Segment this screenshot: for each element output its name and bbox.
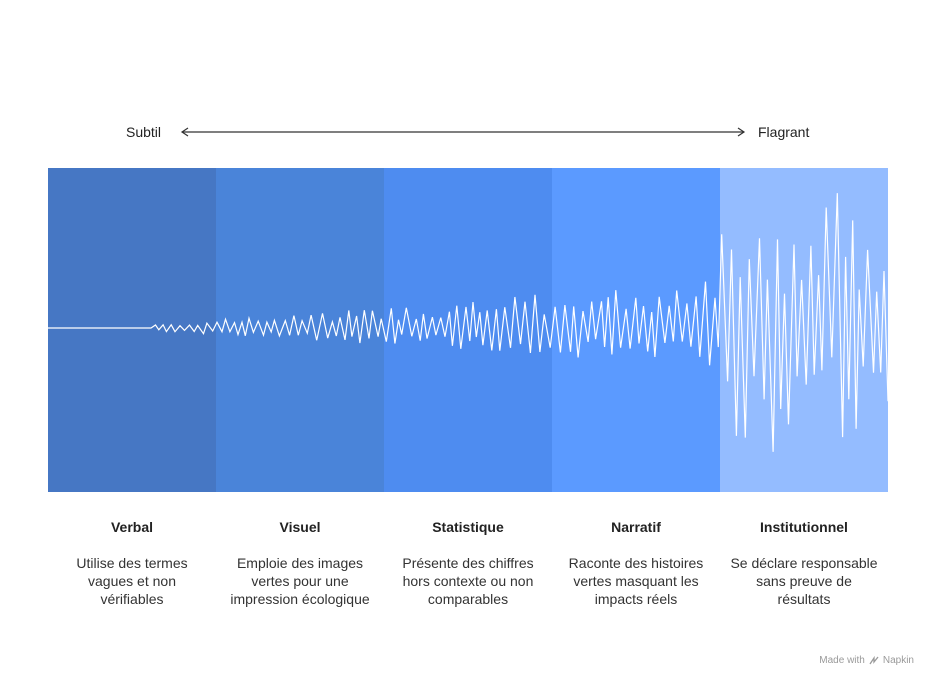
column-visual: Visuel Emploie des images vertes pour un…: [216, 518, 384, 608]
made-with-label: Made with: [819, 655, 865, 666]
napkin-logo-icon: [869, 655, 879, 664]
column-verbal: Verbal Utilise des termes vagues et non …: [48, 518, 216, 608]
column-description: Utilise des termes vagues et non vérifia…: [76, 555, 188, 607]
column-institutional: Institutionnel Se déclare responsable sa…: [720, 518, 888, 608]
scale-label-subtle: Subtil: [126, 124, 162, 140]
column-title: Verbal: [110, 519, 154, 535]
column-title: Institutionnel: [760, 519, 848, 535]
made-with-footer: Made with Napkin: [819, 655, 914, 666]
double-arrow-icon: [180, 127, 746, 137]
brand-name: Napkin: [882, 655, 914, 666]
column-title: Visuel: [279, 519, 321, 535]
band-narrative: [552, 168, 720, 492]
waveform-graphic: [48, 193, 888, 452]
waveform-line: [48, 193, 888, 452]
scale-label-blatant: Flagrant: [758, 124, 810, 140]
column-statistical: Statistique Présente des chiffres hors c…: [384, 518, 552, 608]
column-description: Emploie des images vertes pour une impre…: [230, 555, 370, 607]
column-title: Narratif: [611, 519, 661, 535]
column-description: Se déclare responsable sans preuve de ré…: [730, 555, 878, 607]
column-title: Statistique: [432, 519, 504, 535]
column-narrative: Narratif Raconte des histoires vertes ma…: [552, 518, 720, 608]
band-verbal: [48, 168, 216, 492]
column-description: Présente des chiffres hors contexte ou n…: [402, 555, 534, 607]
column-description: Raconte des histoires vertes masquant le…: [568, 555, 704, 607]
